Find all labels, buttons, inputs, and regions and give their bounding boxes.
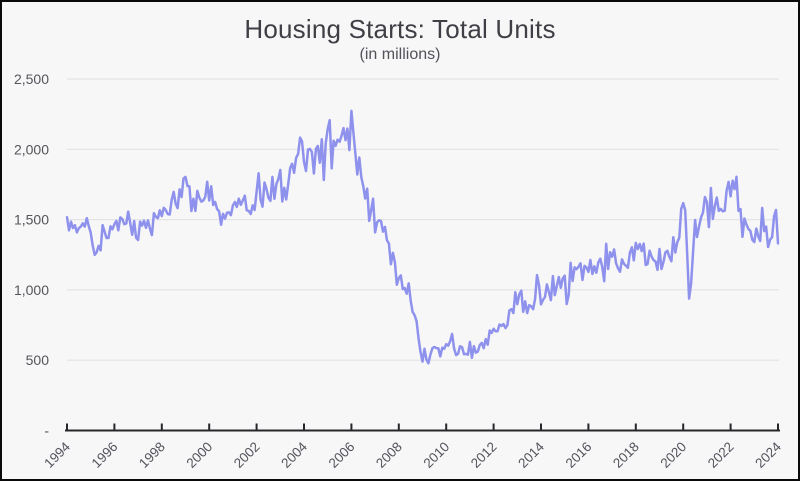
x-tick-label: 2022 [705, 439, 737, 471]
y-tick-label: 2,500 [14, 71, 49, 87]
x-tick-label: 2024 [752, 439, 784, 471]
x-axis [65, 423, 780, 432]
chart-title: Housing Starts: Total Units [244, 14, 556, 44]
y-tick-label: 1,000 [14, 282, 49, 298]
x-tick-label: 2014 [515, 439, 547, 471]
x-tick-label: 1996 [89, 439, 121, 471]
y-axis-labels: - 500 1,000 1,500 2,000 2,500 [14, 71, 49, 439]
x-tick-label: 2008 [373, 439, 405, 471]
y-tick-label: 1,500 [14, 212, 49, 228]
x-tick-label: 1994 [41, 439, 73, 471]
x-tick-label: 1998 [136, 439, 168, 471]
x-tick-label: 2002 [231, 439, 263, 471]
x-tick-label: 2004 [278, 439, 310, 471]
x-tick-label: 2006 [326, 439, 358, 471]
x-tick-label: 2000 [183, 439, 215, 471]
x-tick-label: 2020 [657, 439, 689, 471]
x-tick-label: 2012 [468, 439, 500, 471]
x-tick-label: 2016 [563, 439, 595, 471]
x-tick-label: 2010 [420, 439, 452, 471]
chart-subtitle: (in millions) [359, 46, 441, 63]
x-axis-labels: 1994 1996 1998 2000 2002 2004 2006 2008 2010 2012… [41, 439, 784, 471]
housing-starts-line [65, 109, 780, 365]
y-tick-label: - [44, 423, 49, 439]
y-tick-label: 2,000 [14, 141, 49, 157]
x-tick-label: 2018 [610, 439, 642, 471]
y-tick-label: 500 [26, 352, 50, 368]
gridlines [67, 78, 779, 361]
